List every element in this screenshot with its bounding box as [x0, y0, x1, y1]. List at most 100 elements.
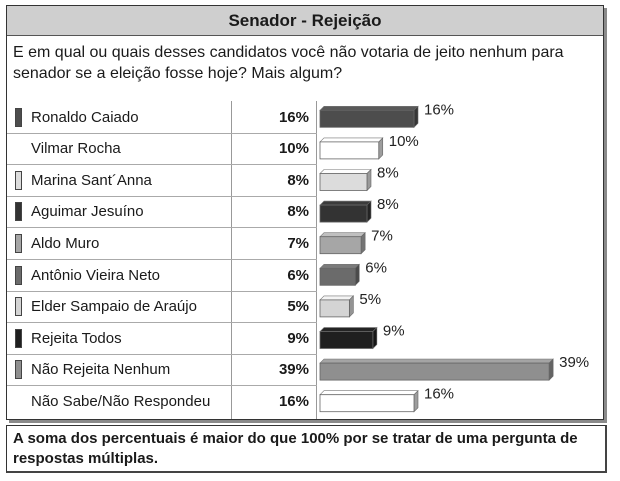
- bar-top-face: [319, 169, 372, 174]
- bar-front-face: [319, 236, 362, 255]
- category-label: Aldo Muro: [7, 227, 232, 259]
- category-label: Antônio Vieira Neto: [7, 259, 232, 291]
- bar-front-face: [319, 141, 380, 160]
- category-label: Marina Sant´Anna: [7, 164, 232, 196]
- bar-front-face: [319, 204, 368, 223]
- bar-side-face: [413, 105, 419, 129]
- bar-side-face: [349, 295, 354, 318]
- legend-swatch: [15, 233, 22, 253]
- bar: [319, 326, 378, 350]
- bar-data-label: 16%: [424, 386, 454, 403]
- category-label: Vilmar Rocha: [7, 133, 232, 165]
- category-name: Elder Sampaio de Araújo: [31, 298, 197, 316]
- category-label: Elder Sampaio de Araújo: [7, 291, 232, 323]
- bar-chart: 16% 10% 8% 8% 7% 6% 5%9% 39% 16%: [319, 101, 589, 413]
- bar-data-label: 7%: [371, 228, 393, 245]
- bar-front-face: [319, 362, 550, 381]
- percentage-value: 6%: [287, 266, 309, 284]
- bar-top-face: [319, 137, 384, 143]
- bar-top-face: [319, 264, 360, 269]
- bar-front-face: [319, 299, 350, 318]
- bar: [319, 389, 419, 413]
- bar: [319, 137, 384, 160]
- bar-side-face: [366, 200, 372, 223]
- row-divider: [7, 195, 317, 197]
- footnote: A soma dos percentuais é maior do que 10…: [6, 425, 607, 473]
- candidate-names-column: [7, 101, 232, 419]
- bar-data-label: 39%: [559, 354, 589, 371]
- category-name: Vilmar Rocha: [31, 140, 121, 158]
- legend-swatch: [15, 107, 22, 127]
- bar-top-face: [319, 358, 554, 364]
- bar-side-face: [360, 231, 366, 255]
- row-divider: [7, 227, 317, 229]
- row-divider: [7, 322, 317, 324]
- category-label: Não Sabe/Não Respondeu: [7, 385, 232, 417]
- bar-data-label: 5%: [359, 291, 381, 308]
- bar-data-label: 16%: [424, 101, 454, 118]
- bar: [319, 295, 355, 318]
- row-divider: [7, 290, 317, 292]
- bar-front-face: [319, 109, 415, 128]
- bar-front-face: [319, 331, 374, 349]
- bar-front-face: [319, 394, 415, 413]
- bar-top-face: [319, 390, 419, 396]
- chart-title: Senador - Rejeição: [7, 6, 603, 36]
- bar-data-label: 8%: [377, 196, 399, 213]
- percentages-column: [232, 101, 317, 419]
- bar-top-face: [319, 200, 372, 206]
- category-label: Não Rejeita Nenhum: [7, 354, 232, 386]
- bar-top-face: [319, 295, 355, 301]
- category-name: Ronaldo Caiado: [31, 108, 139, 126]
- category-name: Não Sabe/Não Respondeu: [31, 392, 211, 410]
- category-name: Rejeita Todos: [31, 329, 122, 347]
- bar-side-face: [372, 326, 378, 350]
- bar-data-label: 9%: [383, 323, 405, 340]
- legend-swatch: [15, 360, 22, 380]
- category-name: Aldo Muro: [31, 234, 100, 252]
- bar-data-label: 10%: [389, 133, 419, 150]
- row-divider: [7, 353, 317, 355]
- bar: [319, 105, 419, 129]
- bar: [319, 168, 372, 192]
- bar-top-face: [319, 327, 378, 332]
- bar-side-face: [378, 137, 384, 160]
- category-name: Aguimar Jesuíno: [31, 203, 144, 221]
- row-divider: [7, 164, 317, 166]
- bar: [319, 358, 554, 381]
- bar: [319, 231, 366, 255]
- legend-swatch: [15, 170, 22, 190]
- bar-top-face: [319, 106, 419, 111]
- bar-front-face: [319, 267, 356, 286]
- category-label: Ronaldo Caiado: [7, 101, 232, 133]
- bar: [319, 263, 360, 287]
- row-divider: [7, 259, 317, 260]
- category-name: Antônio Vieira Neto: [31, 266, 160, 284]
- legend-swatch: [15, 265, 22, 285]
- percentage-value: 8%: [287, 203, 309, 221]
- bar-side-face: [548, 358, 554, 381]
- results-table: Ronaldo Caiado 16% Vilmar Rocha 10% Marina S…: [7, 101, 603, 419]
- bar-front-face: [319, 173, 368, 191]
- category-label: Rejeita Todos: [7, 322, 232, 354]
- bar-data-label: 8%: [377, 165, 399, 182]
- category-name: Não Rejeita Nenhum: [31, 361, 171, 379]
- percentage-value: 7%: [287, 234, 309, 252]
- legend-swatch: [15, 202, 22, 222]
- rejection-chart-panel: Senador - Rejeição E em qual ou quais de…: [6, 5, 604, 420]
- legend-swatch: [15, 328, 22, 348]
- percentage-value: 9%: [287, 329, 309, 347]
- bar-side-face: [366, 168, 372, 192]
- legend-swatch: [15, 297, 22, 317]
- row-divider: [7, 132, 317, 134]
- percentage-value: 8%: [287, 171, 309, 189]
- percentage-value: 10%: [278, 140, 309, 158]
- bar-side-face: [354, 263, 360, 287]
- bar: [319, 200, 372, 223]
- percentage-value: 16%: [278, 108, 309, 126]
- bar-data-label: 6%: [365, 259, 387, 276]
- percentage-value: 16%: [278, 392, 309, 410]
- row-divider: [7, 385, 317, 387]
- percentage-value: 5%: [287, 298, 309, 316]
- bar-top-face: [319, 232, 366, 237]
